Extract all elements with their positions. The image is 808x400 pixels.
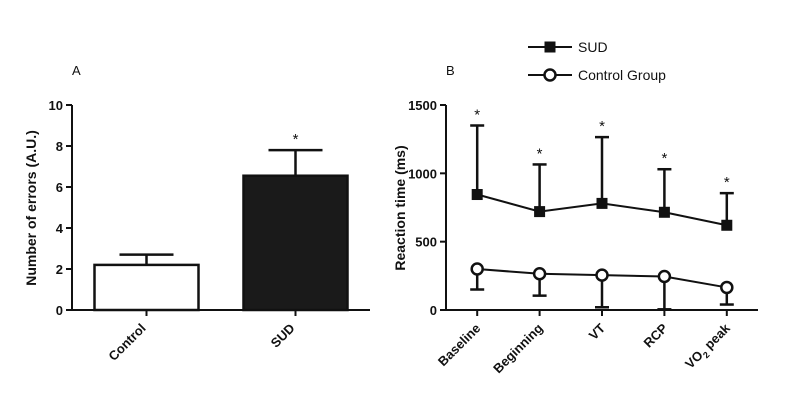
significance-asterisk: *	[293, 131, 299, 148]
y-tick-label: 0	[56, 303, 63, 318]
y-tick-label: 8	[56, 139, 63, 154]
y-tick-label: 6	[56, 180, 63, 195]
panel-b-letter: B	[446, 63, 455, 78]
sud-point	[721, 219, 733, 231]
control-point	[595, 268, 609, 282]
panel-b-y-ticks: 0 500 1000 1500	[408, 98, 446, 318]
significance-asterisk: *	[537, 145, 543, 162]
sud-point	[596, 197, 608, 209]
panel-a-y-axis-label: Number of errors (A.U.)	[23, 130, 39, 286]
control-point	[532, 267, 547, 281]
legend-control-marker	[543, 68, 557, 82]
x-tick-label: VT	[586, 320, 608, 342]
control-point	[470, 262, 484, 276]
significance-asterisk: *	[724, 174, 730, 191]
significance-asterisk: *	[474, 107, 480, 124]
x-tick-label: SUD	[268, 321, 298, 351]
y-tick-label: 4	[56, 221, 64, 236]
panel-a-y-ticks: 0 2 4 6 8 10	[49, 98, 72, 318]
panel-b-chart: B Reaction time (ms) SUD Control Group 0 5…	[392, 39, 758, 376]
y-tick-label: 10	[49, 98, 63, 113]
sud-point	[471, 189, 483, 201]
y-tick-label: 1500	[408, 98, 437, 113]
y-tick-label: 1000	[408, 166, 437, 181]
x-tick-label: Baseline	[435, 321, 483, 369]
panel-a-letter: A	[72, 63, 81, 78]
x-tick-label: VO2 peak	[682, 320, 736, 374]
control-point	[720, 280, 734, 295]
control-point	[657, 269, 672, 284]
bar	[93, 263, 200, 312]
panel-b-legend: SUD Control Group	[528, 39, 666, 83]
panel-a-x-labels: Control SUD	[105, 310, 298, 364]
y-tick-label: 500	[415, 235, 437, 250]
significance-asterisk: *	[599, 118, 605, 135]
panel-b-y-axis-label: Reaction time (ms)	[392, 145, 408, 270]
panel-a-axes	[71, 105, 370, 311]
legend-sud-marker	[544, 41, 556, 53]
panel-b-series: * * * * *	[470, 107, 734, 311]
y-tick-label: 0	[430, 303, 437, 318]
legend-sud-label: SUD	[578, 39, 608, 55]
panel-b-axes	[445, 105, 758, 311]
x-tick-label: Control	[105, 321, 148, 364]
panel-a-bars: *	[93, 131, 349, 312]
x-tick-label: Beginning	[490, 320, 546, 376]
bar	[242, 174, 349, 312]
sud-point	[534, 206, 546, 218]
panel-a-chart: A Number of errors (A.U.) 0 2 4 6 8 10 * Cont…	[23, 63, 370, 364]
x-tick-label: RCP	[641, 320, 671, 350]
panel-b-x-labels: Baseline Beginning VT RCP VO2 peak	[435, 310, 736, 376]
significance-asterisk: *	[661, 150, 667, 167]
y-tick-label: 2	[56, 262, 63, 277]
legend-control-label: Control Group	[578, 67, 666, 83]
sud-point	[658, 206, 670, 218]
